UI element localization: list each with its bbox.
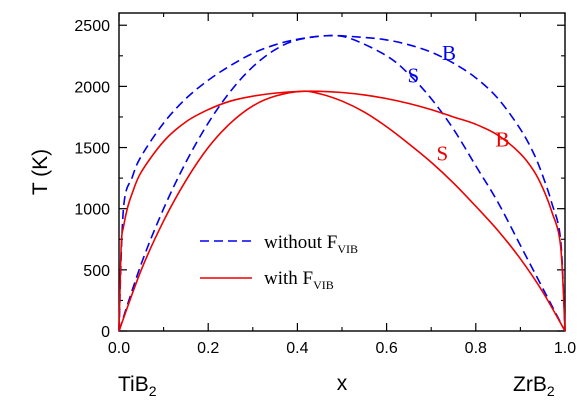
axis-tick-labels: 0.0 0.2 0.4 0.6 0.8 1.0 0 500 1000 1500 2000 2500 [74, 18, 576, 357]
legend-label-without-fvib: without FVIB [264, 232, 358, 256]
x-tick-label: 0.0 [108, 340, 130, 357]
x-tick-label: 0.8 [465, 340, 487, 357]
y-tick-label: 0 [101, 324, 110, 341]
left-endpoint-label: TiB2 [118, 373, 157, 399]
x-tick-label: 0.4 [286, 340, 308, 357]
without-fvib-spinodal-curve [118, 34, 566, 332]
curve-label-b: B [442, 41, 456, 65]
y-tick-label: 2500 [74, 18, 110, 35]
data-curves [118, 34, 566, 332]
y-tick-label: 1500 [74, 141, 110, 158]
y-tick-label: 1000 [74, 202, 110, 219]
curve-label-s: S [437, 141, 449, 165]
x-tick-label: 1.0 [554, 340, 576, 357]
right-endpoint-label: ZrB2 [513, 373, 555, 399]
y-tick-label: 500 [83, 263, 110, 280]
x-tick-label: 0.6 [375, 340, 397, 357]
y-tick-label: 2000 [74, 79, 110, 96]
x-tick-label: 0.2 [197, 340, 219, 357]
legend-label-with-fvib: with FVIB [264, 268, 334, 292]
with-fvib-spinodal-curve [118, 90, 566, 332]
curve-label-s: S [408, 64, 420, 88]
legend: without FVIB with FVIB [200, 232, 358, 292]
without-fvib-binodal-curve [118, 34, 566, 332]
axis-ticks [118, 13, 566, 332]
plot-frame [118, 12, 566, 332]
with-fvib-binodal-curve [118, 90, 566, 332]
x-axis-title: x [337, 372, 348, 395]
curve-label-b: B [496, 127, 510, 151]
y-axis-title: T (K) [29, 149, 52, 195]
